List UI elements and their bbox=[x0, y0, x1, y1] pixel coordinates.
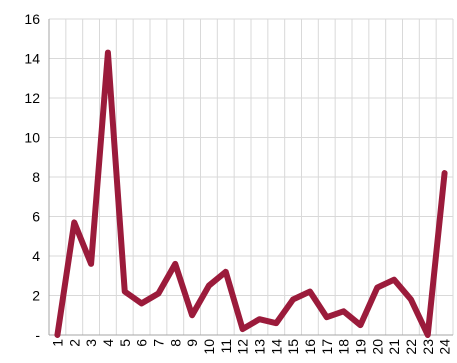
x-tick-label: 24 bbox=[437, 339, 453, 355]
y-tick-label: 16 bbox=[24, 11, 40, 27]
x-tick-label: 3 bbox=[83, 339, 99, 347]
x-tick-label: 14 bbox=[268, 339, 284, 355]
grid-lines bbox=[49, 18, 454, 335]
y-tick-labels: - 2 4 6 8 10 12 14 16 bbox=[24, 11, 40, 343]
y-tick-label: - bbox=[35, 327, 40, 343]
x-tick-labels: 1 2 3 4 5 6 7 8 9 10 11 12 13 14 15 16 17 18 19 20 21 22 23 24 bbox=[49, 339, 452, 355]
y-tick-label: 2 bbox=[32, 288, 40, 304]
x-tick-label: 21 bbox=[386, 339, 402, 355]
x-tick-label: 15 bbox=[285, 339, 301, 355]
x-tick-label: 18 bbox=[336, 339, 352, 355]
x-tick-label: 19 bbox=[352, 339, 368, 355]
x-tick-label: 2 bbox=[66, 339, 82, 347]
x-tick-label: 11 bbox=[218, 339, 234, 354]
x-tick-label: 16 bbox=[302, 339, 318, 355]
x-tick-label: 6 bbox=[134, 339, 150, 347]
axes bbox=[48, 19, 453, 336]
x-tick-label: 7 bbox=[150, 339, 166, 347]
x-tick-label: 17 bbox=[319, 339, 335, 355]
x-tick-label: 5 bbox=[117, 339, 133, 347]
y-tick-label: 8 bbox=[32, 169, 40, 185]
x-tick-label: 9 bbox=[184, 339, 200, 347]
x-tick-label: 8 bbox=[167, 339, 183, 347]
x-tick-label: 20 bbox=[369, 339, 385, 355]
series-line bbox=[54, 49, 448, 338]
y-tick-label: 10 bbox=[24, 130, 40, 146]
x-tick-label: 1 bbox=[49, 339, 65, 347]
x-tick-label: 22 bbox=[403, 339, 419, 355]
y-tick-label: 14 bbox=[24, 51, 40, 67]
x-tick-label: 10 bbox=[201, 339, 217, 355]
y-tick-label: 12 bbox=[24, 90, 40, 106]
y-tick-label: 6 bbox=[32, 209, 40, 225]
x-tick-label: 13 bbox=[251, 339, 267, 355]
series-group bbox=[54, 49, 448, 338]
x-tick-label: 4 bbox=[100, 339, 116, 347]
y-tick-label: 4 bbox=[32, 248, 40, 264]
x-tick-label: 12 bbox=[235, 339, 251, 355]
x-tick-label: 23 bbox=[420, 339, 436, 355]
